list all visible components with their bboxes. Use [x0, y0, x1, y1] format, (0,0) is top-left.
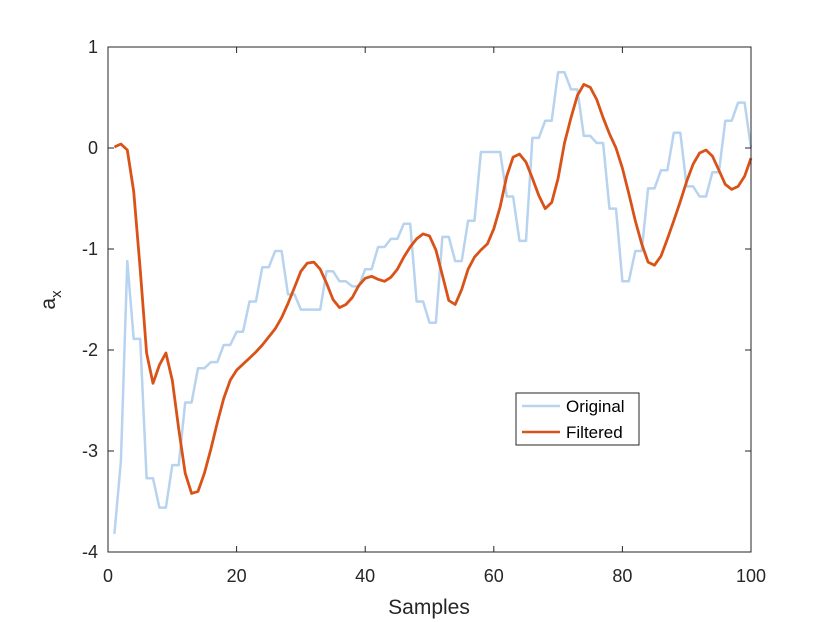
y-axis-ticks: -4 -3 -2 -1 0 1 — [82, 37, 751, 562]
x-tick-label: 20 — [227, 566, 247, 586]
y-tick-label: 1 — [88, 37, 98, 57]
legend-label-original: Original — [566, 397, 625, 416]
x-tick-label: 100 — [736, 566, 766, 586]
legend-box — [515, 392, 640, 446]
y-axis-label-sub: x — [48, 290, 65, 298]
x-tick-label: 0 — [103, 566, 113, 586]
y-axis-label-main: a — [37, 298, 60, 310]
legend-label-filtered: Filtered — [566, 423, 623, 442]
plot-area — [108, 47, 751, 552]
y-tick-label: 0 — [88, 138, 98, 158]
x-tick-label: 40 — [355, 566, 375, 586]
y-tick-label: -2 — [82, 340, 98, 360]
x-tick-label: 80 — [612, 566, 632, 586]
x-tick-label: 60 — [484, 566, 504, 586]
y-axis-label: ax — [37, 290, 65, 310]
y-tick-label: -1 — [82, 239, 98, 259]
series-line-filtered — [113, 83, 753, 495]
series-line-original — [113, 71, 753, 534]
series-layer — [113, 71, 753, 534]
y-tick-label: -3 — [82, 441, 98, 461]
y-tick-label: -4 — [82, 542, 98, 562]
legend: Original Filtered — [515, 392, 640, 446]
axes-box — [107, 46, 752, 553]
x-axis-ticks: 0 20 40 60 80 100 — [103, 47, 766, 586]
x-axis-label: Samples — [388, 596, 470, 619]
